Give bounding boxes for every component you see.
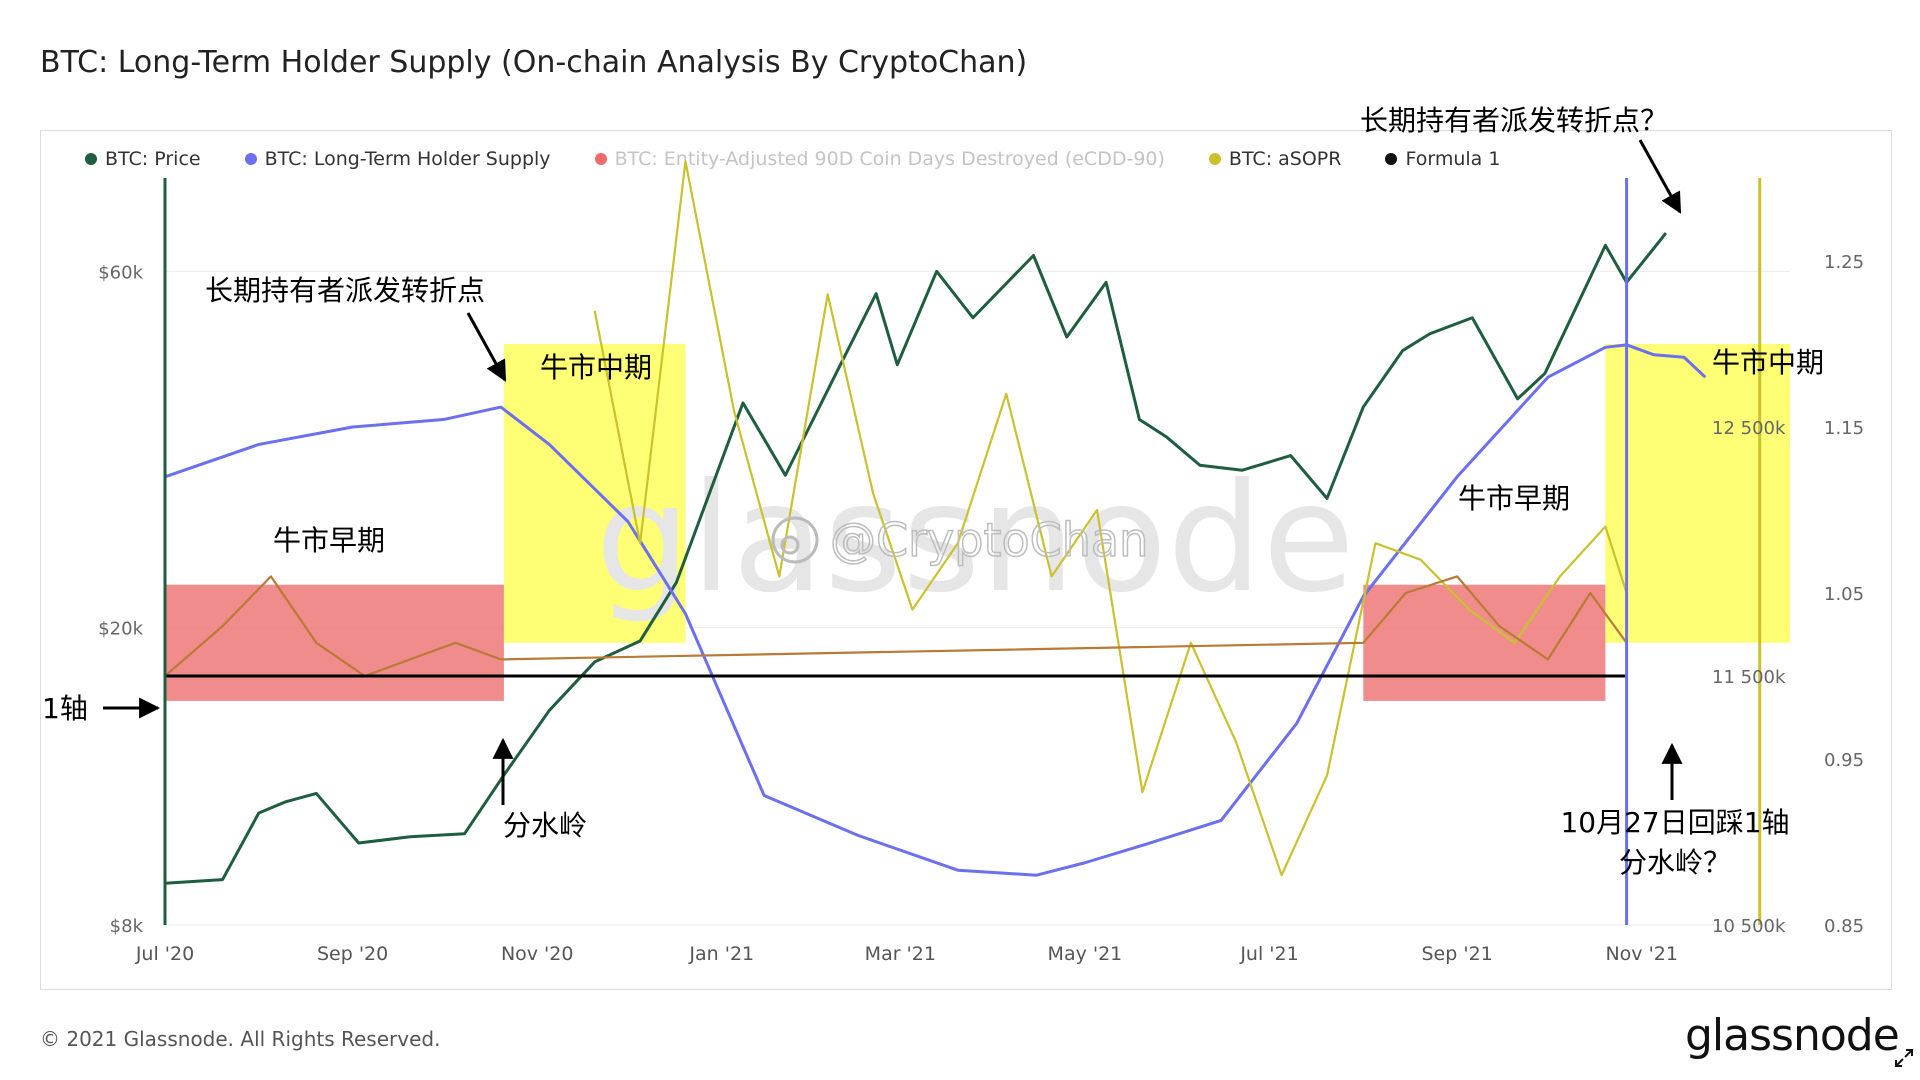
legend-item-ecdd[interactable]: BTC: Entity-Adjusted 90D Coin Days Destr… (594, 148, 1165, 170)
glassnode-logo[interactable]: glassnode (1685, 1010, 1900, 1061)
legend-dot-lth-supply (244, 153, 257, 165)
legend-label-price: BTC: Price (105, 148, 201, 170)
legend-item-formula[interactable]: Formula 1 (1385, 148, 1500, 170)
legend-label-lth-supply: BTC: Long-Term Holder Supply (264, 148, 551, 170)
legend-label-formula: Formula 1 (1405, 148, 1501, 170)
legend-item-asopr[interactable]: BTC: aSOPR (1208, 148, 1342, 170)
legend-dot-ecdd (594, 153, 607, 165)
legend-dot-formula (1385, 153, 1398, 165)
legend: BTC: Price BTC: Long-Term Holder Supply … (85, 148, 1500, 170)
chart-title: BTC: Long-Term Holder Supply (On-chain A… (40, 45, 1028, 80)
legend-dot-price (85, 153, 97, 165)
legend-dot-asopr (1208, 153, 1221, 165)
chart-frame (40, 130, 1892, 990)
legend-label-asopr: BTC: aSOPR (1228, 148, 1342, 170)
legend-label-ecdd: BTC: Entity-Adjusted 90D Coin Days Destr… (614, 148, 1165, 170)
expand-icon[interactable] (1892, 1046, 1916, 1070)
legend-item-price[interactable]: BTC: Price (85, 148, 201, 170)
legend-item-lth-supply[interactable]: BTC: Long-Term Holder Supply (244, 148, 551, 170)
copyright: © 2021 Glassnode. All Rights Reserved. (40, 1027, 441, 1051)
